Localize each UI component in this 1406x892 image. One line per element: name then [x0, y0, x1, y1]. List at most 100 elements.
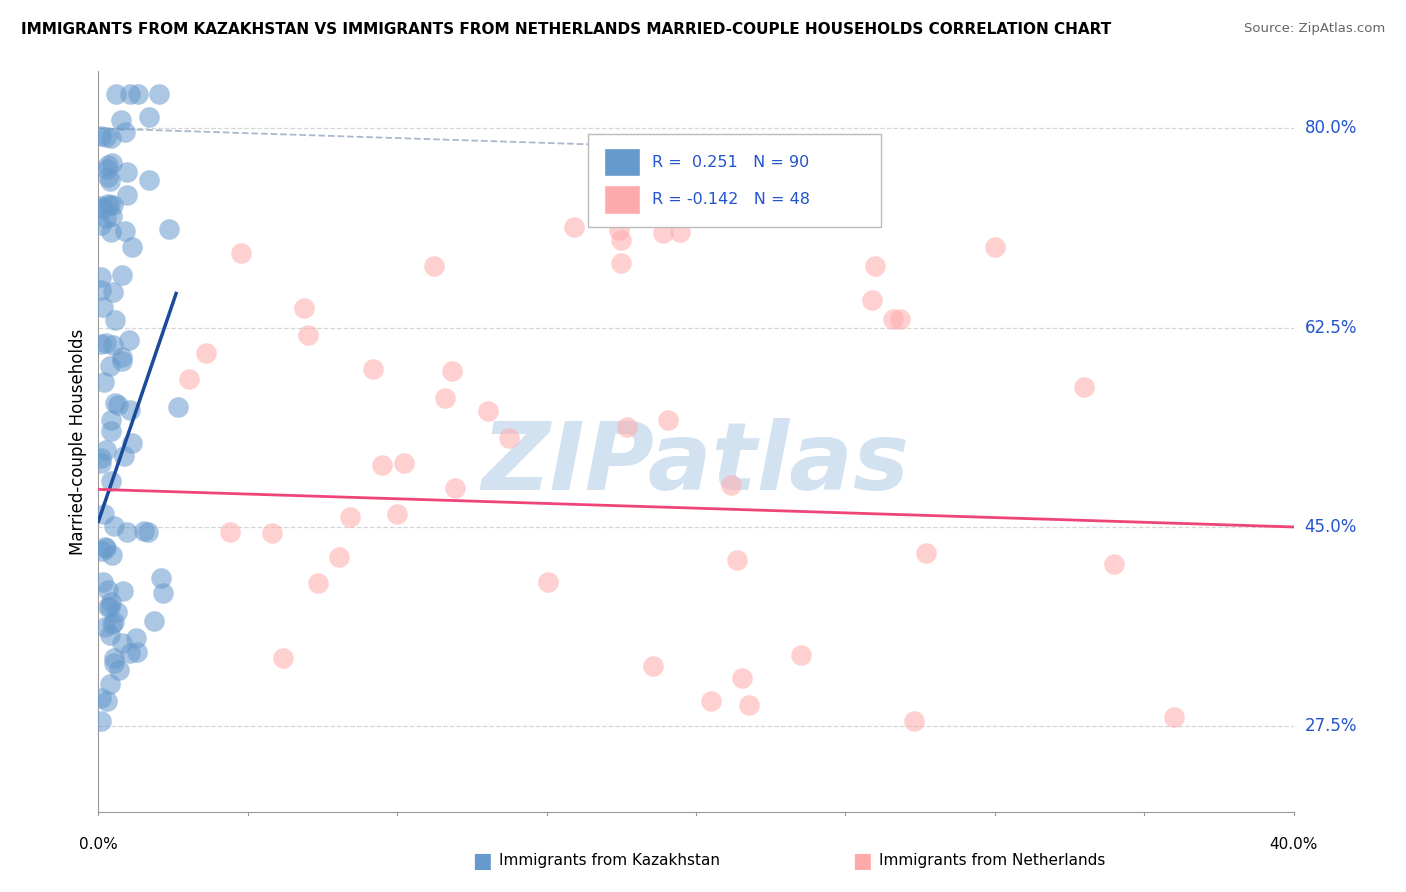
Text: 0.0%: 0.0% [79, 837, 118, 852]
Text: IMMIGRANTS FROM KAZAKHSTAN VS IMMIGRANTS FROM NETHERLANDS MARRIED-COUPLE HOUSEHO: IMMIGRANTS FROM KAZAKHSTAN VS IMMIGRANTS… [21, 22, 1111, 37]
Point [94, 541, 117, 555]
Point [100, 225, 122, 239]
Text: Immigrants from Kazakhstan: Immigrants from Kazakhstan [499, 854, 720, 868]
Point [112, 449, 135, 463]
Point [117, 525, 139, 540]
Point [132, 524, 155, 539]
Point [115, 165, 138, 179]
Point [97, 196, 120, 211]
Point [101, 156, 124, 170]
Text: 62.5%: 62.5% [1305, 318, 1357, 336]
Point [150, 571, 173, 585]
Point [105, 87, 128, 102]
Point [738, 698, 761, 712]
Point [93, 507, 115, 521]
Point [120, 87, 142, 102]
FancyBboxPatch shape [589, 135, 882, 227]
Point [91, 575, 114, 590]
Point [562, 220, 585, 235]
Point [167, 400, 190, 414]
Point [100, 616, 122, 631]
Point [101, 209, 124, 223]
Point [97, 582, 120, 597]
Point [143, 614, 166, 628]
Point [138, 111, 160, 125]
Point [96, 161, 118, 176]
Point [783, 178, 806, 193]
Point [111, 351, 134, 365]
Text: Immigrants from Netherlands: Immigrants from Netherlands [879, 854, 1105, 868]
Point [112, 583, 135, 598]
Y-axis label: Married-couple Households: Married-couple Households [69, 328, 87, 555]
Point [125, 632, 148, 646]
Point [94, 541, 117, 555]
Point [98, 599, 121, 614]
Point [101, 338, 124, 352]
Point [111, 353, 134, 368]
Point [125, 645, 148, 659]
Point [103, 650, 125, 665]
Point [97, 600, 120, 615]
Point [114, 224, 136, 238]
Point [90, 218, 112, 232]
Point [138, 173, 160, 187]
Point [903, 714, 925, 728]
Point [110, 268, 132, 282]
Text: ZIPatlas: ZIPatlas [482, 417, 910, 509]
Point [700, 693, 723, 707]
Text: Source: ZipAtlas.com: Source: ZipAtlas.com [1244, 22, 1385, 36]
Text: R =  0.251   N = 90: R = 0.251 N = 90 [652, 155, 808, 169]
Point [370, 458, 392, 472]
Point [860, 293, 883, 308]
Point [394, 456, 416, 470]
Point [96, 694, 118, 708]
Point [790, 648, 813, 662]
Point [91, 301, 114, 315]
Point [657, 413, 679, 427]
Point [100, 424, 122, 438]
Point [422, 259, 444, 273]
Point [98, 174, 121, 188]
Point [90, 283, 112, 297]
Point [616, 419, 638, 434]
Point [882, 311, 904, 326]
Point [110, 112, 132, 127]
Point [339, 510, 361, 524]
Point [652, 226, 675, 240]
Point [1163, 710, 1185, 724]
Point [498, 431, 520, 445]
Point [434, 392, 457, 406]
Point [444, 481, 467, 495]
Point [297, 327, 319, 342]
Point [731, 671, 754, 685]
Point [441, 364, 464, 378]
Point [96, 211, 118, 225]
Point [90, 337, 112, 351]
Point [90, 456, 112, 470]
Point [328, 549, 350, 564]
Point [361, 361, 384, 376]
Point [385, 507, 408, 521]
Point [111, 636, 134, 650]
Point [195, 345, 218, 359]
Point [98, 359, 121, 373]
Point [115, 187, 138, 202]
Point [610, 256, 633, 270]
Text: ■: ■ [472, 851, 492, 871]
Point [98, 628, 121, 642]
Point [607, 223, 630, 237]
Point [641, 658, 664, 673]
FancyBboxPatch shape [605, 148, 640, 177]
Point [93, 376, 115, 390]
Point [90, 691, 112, 706]
Point [118, 403, 141, 417]
Point [127, 87, 149, 102]
Point [90, 270, 112, 285]
Point [103, 615, 125, 629]
Text: 80.0%: 80.0% [1305, 120, 1357, 137]
Point [104, 396, 127, 410]
Point [94, 129, 117, 144]
Point [103, 656, 125, 670]
Text: 27.5%: 27.5% [1305, 717, 1357, 735]
Point [96, 158, 118, 172]
